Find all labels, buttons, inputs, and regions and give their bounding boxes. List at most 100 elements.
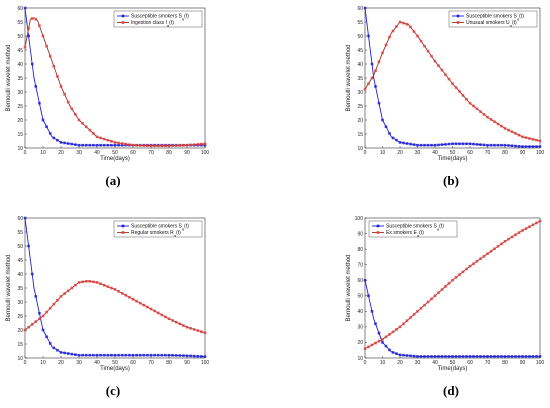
panel-caption: (a)	[105, 173, 120, 188]
x-tick-label: 20	[397, 360, 403, 366]
y-tick-label: 60	[17, 6, 23, 12]
series-marker	[139, 144, 142, 147]
legend-marker	[457, 21, 460, 24]
series-marker	[182, 354, 185, 357]
series-marker	[385, 125, 388, 128]
series-marker	[125, 354, 128, 357]
series-marker	[107, 139, 110, 142]
legend-marker	[122, 231, 125, 234]
y-tick-label: 25	[357, 104, 363, 110]
series-marker	[374, 322, 377, 325]
legend-marker	[377, 231, 380, 234]
x-tick-label: 60	[467, 360, 473, 366]
series-marker	[99, 354, 102, 357]
series-marker	[139, 354, 142, 357]
series-marker	[96, 136, 99, 139]
y-axis-label: Bernoulli wavelet method	[6, 44, 12, 111]
series-marker	[89, 129, 92, 132]
series-marker	[42, 119, 45, 122]
series-marker	[24, 329, 27, 332]
series-marker	[483, 355, 486, 358]
series-marker	[189, 355, 192, 358]
x-tick-label: 30	[415, 360, 421, 366]
x-tick-label: 10	[40, 360, 46, 366]
series-marker	[395, 352, 398, 355]
y-tick-label: 45	[17, 258, 23, 264]
series-marker	[483, 144, 486, 147]
series-marker	[458, 355, 461, 358]
y-tick-label: 45	[17, 48, 23, 54]
series-marker	[493, 120, 496, 123]
y-axis-label: Bernoulli wavelet method	[6, 254, 12, 321]
series-marker	[103, 138, 106, 141]
series-marker	[67, 101, 70, 104]
series-marker	[535, 139, 538, 142]
series-marker	[71, 143, 74, 146]
series-marker	[514, 132, 517, 135]
series-marker	[200, 330, 203, 333]
series-marker	[117, 142, 120, 145]
series-marker	[423, 355, 426, 358]
y-tick-label: 20	[357, 340, 363, 346]
x-tick-label: 70	[485, 360, 491, 366]
series-marker	[56, 299, 59, 302]
series-marker	[409, 355, 412, 358]
series-marker	[135, 300, 138, 303]
x-tick-label: 10	[40, 150, 46, 156]
x-tick-label: 0	[24, 150, 27, 156]
series-marker	[402, 322, 405, 325]
series-marker	[96, 144, 99, 147]
series-marker	[381, 52, 384, 55]
series-marker	[128, 354, 131, 357]
series-marker	[399, 21, 402, 24]
legend: Susceptible smokers Sα(t)Ingestion class…	[114, 11, 202, 28]
series-marker	[535, 222, 538, 225]
series-marker	[374, 69, 377, 72]
series-marker	[175, 321, 178, 324]
series-marker	[110, 354, 113, 357]
series-marker	[532, 224, 535, 227]
series-marker	[399, 354, 402, 357]
y-tick-label: 25	[17, 314, 23, 320]
series-marker	[511, 236, 514, 239]
x-tick-label: 100	[536, 150, 545, 156]
panel-caption: (b)	[443, 173, 459, 188]
x-axis-label: Time(days)	[438, 156, 468, 162]
series-marker	[507, 129, 510, 132]
legend: Susceptible smokers Sα(t)Regular smokers…	[114, 221, 202, 238]
series-marker	[117, 290, 120, 293]
series-marker	[367, 294, 370, 297]
x-tick-label: 90	[184, 150, 190, 156]
series-marker	[465, 98, 468, 101]
series-marker	[45, 45, 48, 48]
series-marker	[63, 142, 66, 145]
series-marker	[78, 281, 81, 284]
series-marker	[493, 144, 496, 147]
x-tick-label: 100	[201, 360, 210, 366]
series-marker	[49, 132, 52, 135]
series-marker	[427, 355, 430, 358]
y-tick-label: 90	[357, 231, 363, 237]
series-marker	[402, 22, 405, 25]
y-tick-label: 60	[357, 278, 363, 284]
series-marker	[476, 355, 479, 358]
x-tick-label: 60	[130, 150, 136, 156]
series-marker	[132, 144, 135, 147]
series-marker	[455, 143, 458, 146]
series-marker	[476, 143, 479, 146]
series-marker	[469, 265, 472, 268]
series-marker	[74, 284, 77, 287]
series-marker	[521, 229, 524, 232]
series-marker	[45, 125, 48, 128]
series-marker	[409, 26, 412, 29]
series-marker	[117, 354, 120, 357]
series-marker	[168, 318, 171, 321]
series-marker	[204, 332, 207, 335]
series-marker	[56, 139, 59, 142]
series-marker	[451, 143, 454, 146]
series-marker	[143, 354, 146, 357]
legend-marker	[457, 15, 460, 18]
series-marker	[455, 276, 458, 279]
